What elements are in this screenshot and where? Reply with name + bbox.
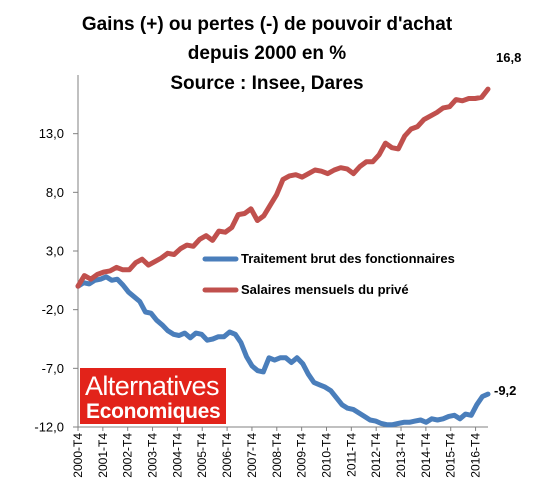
- y-axis-ticks: 13,0 8,0 3,0 -2,0 -7,0 -12,0: [34, 126, 78, 435]
- logo-line-1: Alternatives: [85, 371, 219, 401]
- logo-line-2: Economiques: [86, 400, 220, 423]
- x-tick-label: 2008-T4: [270, 433, 284, 478]
- x-tick-label: 2016-T4: [469, 433, 483, 478]
- x-tick-label: 2015-T4: [444, 433, 458, 478]
- x-tick-label: 2004-T4: [170, 433, 184, 478]
- x-tick-label: 2003-T4: [146, 433, 160, 478]
- y-tick-label: -12,0: [34, 420, 64, 435]
- series-layer: [75, 86, 491, 428]
- x-tick-label: 2009-T4: [295, 433, 309, 478]
- end-label-prive: 16,8: [496, 50, 521, 65]
- logo-background: [80, 368, 226, 424]
- x-axis-ticks: 2000-T4 2001-T4 2002-T4 2003-T4 2004-T4 2005-…: [71, 427, 483, 478]
- x-tick-label: 2013-T4: [394, 433, 408, 478]
- legend: Traitement brut des fonctionnaires Salai…: [202, 251, 455, 297]
- x-tick-label: 2000-T4: [71, 433, 85, 478]
- y-tick-label: 8,0: [46, 185, 64, 200]
- y-tick-label: 3,0: [46, 244, 64, 259]
- title-line-1: Gains (+) ou pertes (-) de pouvoir d'ach…: [82, 14, 453, 35]
- x-tick-label: 2001-T4: [96, 433, 110, 478]
- y-tick-label: -2,0: [42, 302, 64, 317]
- legend-label-prive: Salaires mensuels du privé: [241, 282, 409, 297]
- y-tick-label: -7,0: [42, 361, 64, 376]
- x-tick-label: 2014-T4: [419, 433, 433, 478]
- title-line-2: depuis 2000 en %: [188, 43, 347, 64]
- x-tick-label: 2010-T4: [319, 433, 333, 478]
- x-tick-label: 2011-T4: [344, 433, 358, 477]
- series-line-prive: [75, 86, 491, 289]
- x-tick-label: 2007-T4: [245, 433, 259, 478]
- x-tick-label: 2005-T4: [195, 433, 209, 478]
- alternatives-economiques-logo: Alternatives Economiques: [80, 368, 226, 424]
- series-line-fonctionnaires: [75, 274, 491, 428]
- x-tick-label: 2002-T4: [121, 433, 135, 478]
- legend-label-fonctionnaires: Traitement brut des fonctionnaires: [241, 251, 455, 266]
- x-tick-label: 2012-T4: [369, 433, 383, 478]
- chart-title: Gains (+) ou pertes (-) de pouvoir d'ach…: [82, 14, 453, 94]
- y-tick-label: 13,0: [39, 126, 64, 141]
- title-line-3: Source : Insee, Dares: [170, 73, 363, 94]
- x-tick-label: 2006-T4: [220, 433, 234, 478]
- end-label-fonctionnaires: -9,2: [494, 383, 516, 398]
